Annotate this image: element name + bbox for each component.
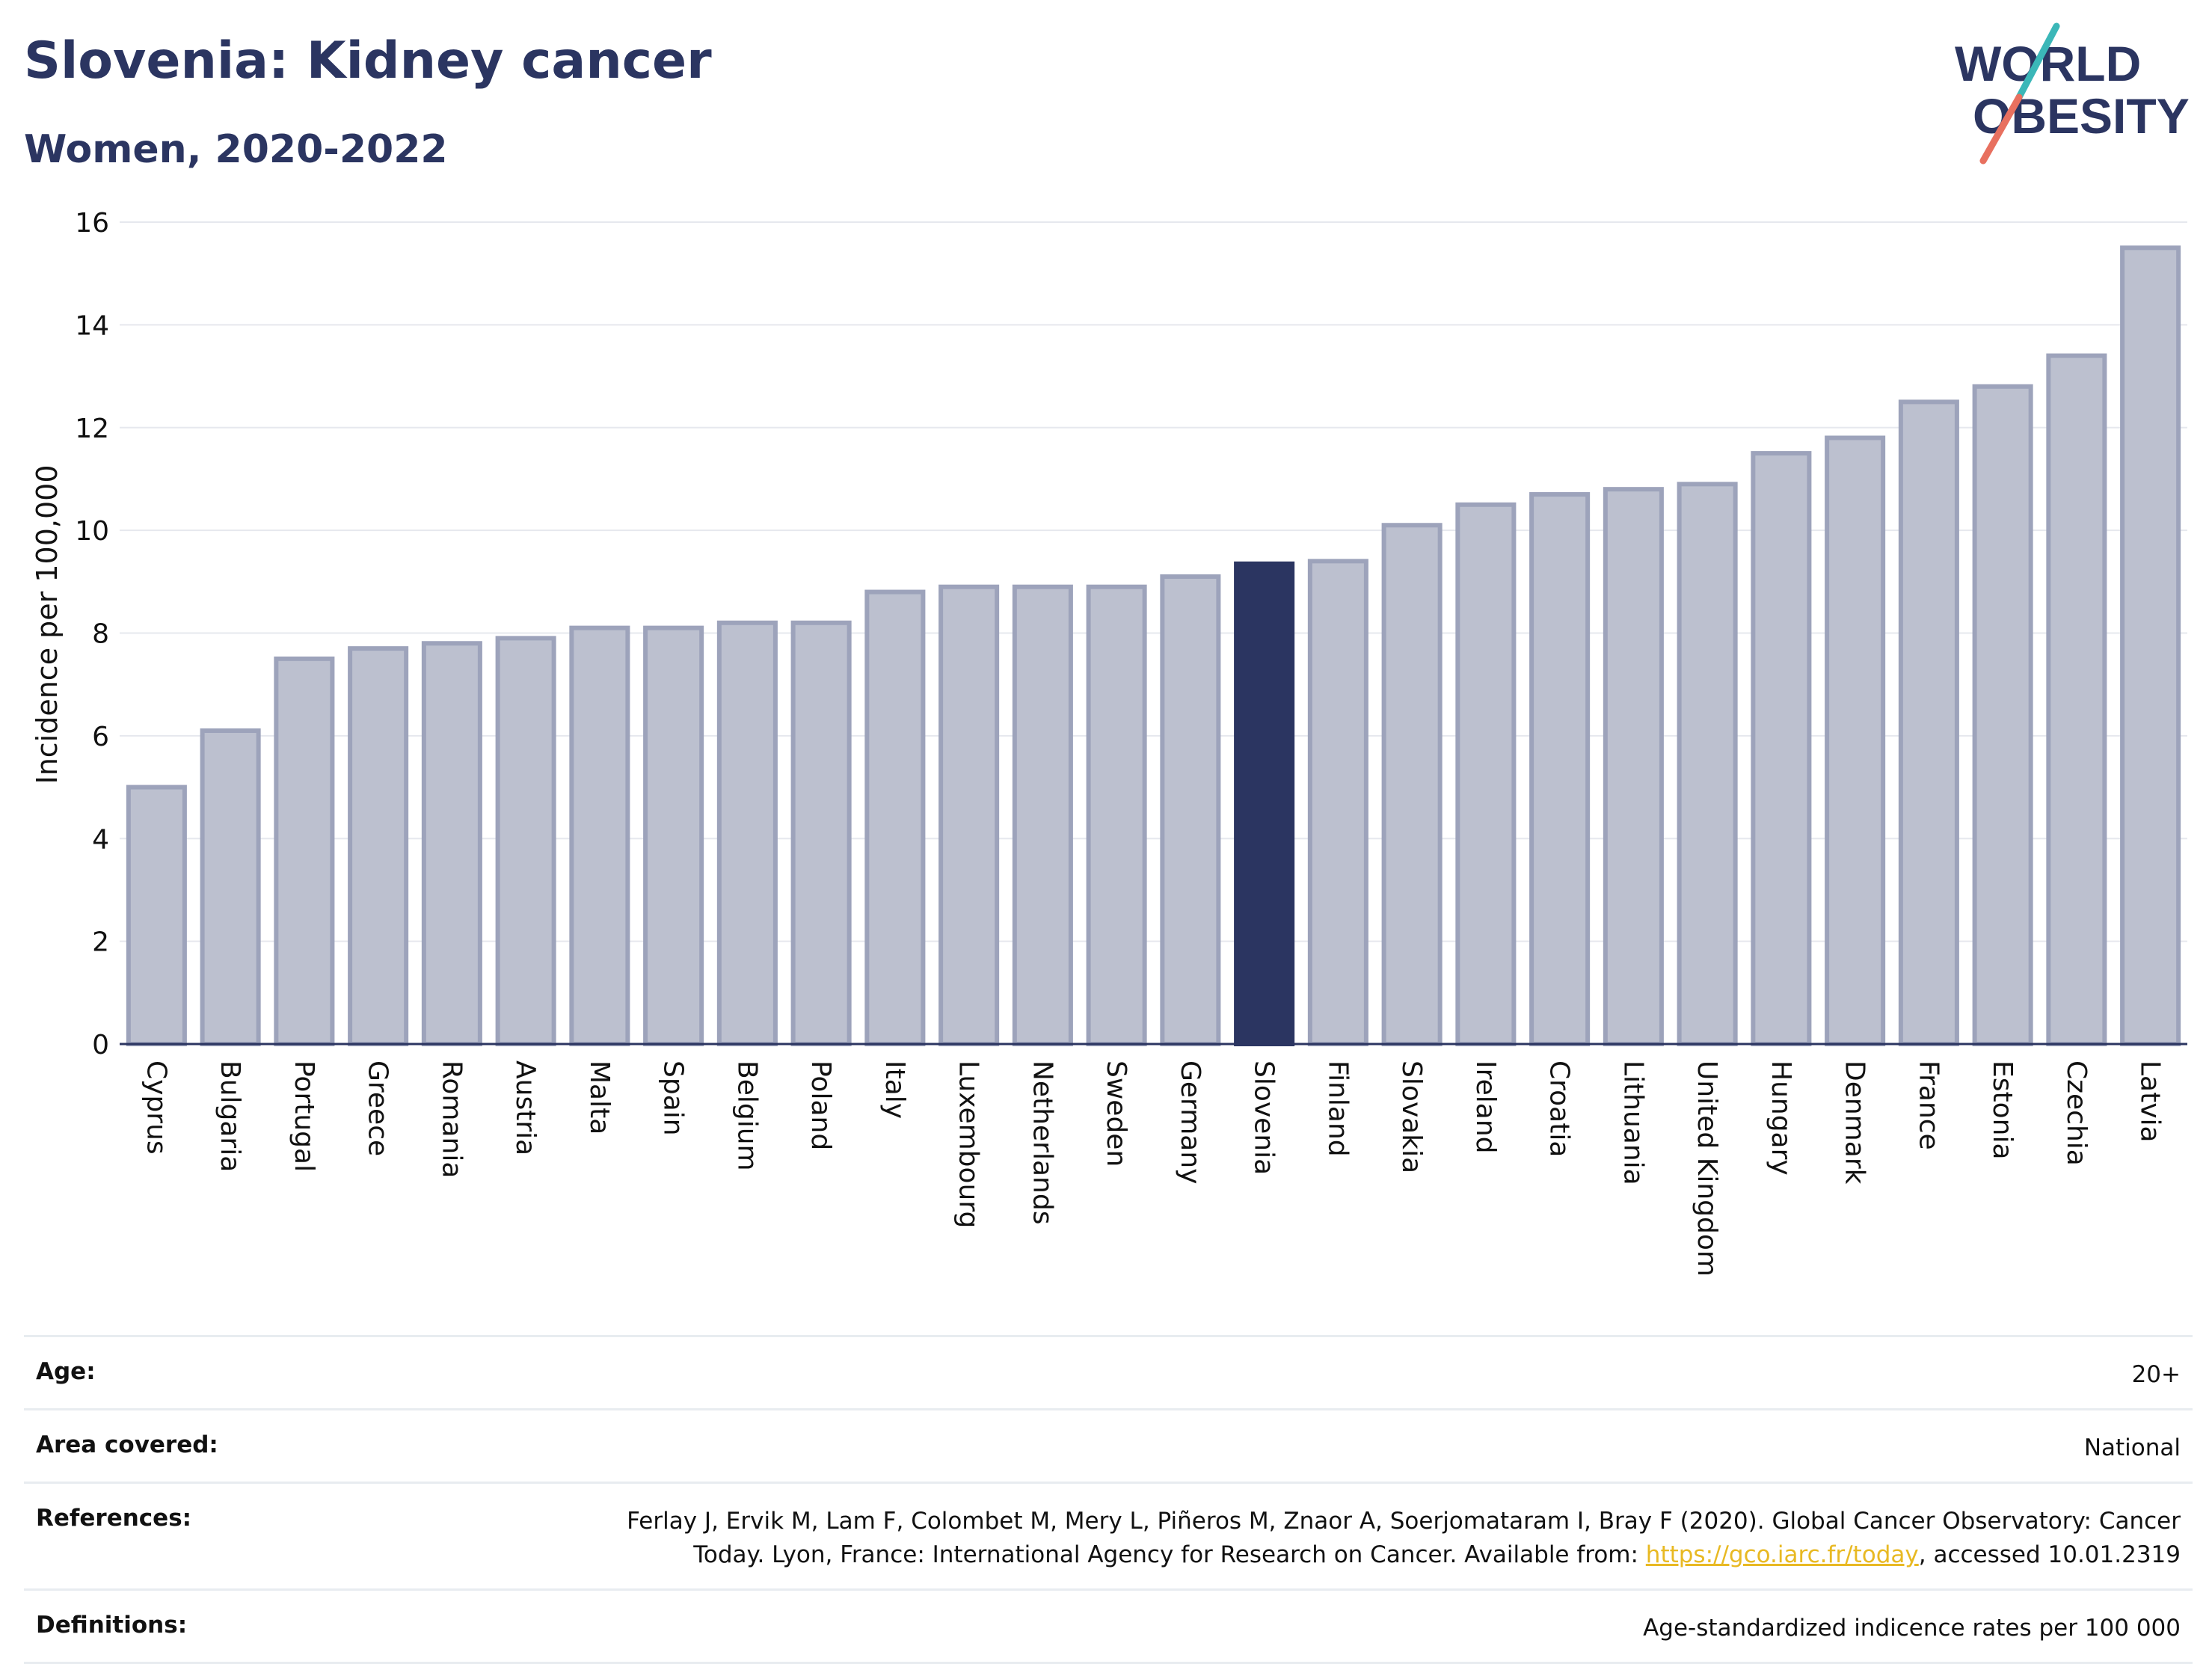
world-obesity-logo: WORLD OBESITY <box>1955 22 2190 165</box>
bar-poland <box>790 620 852 1046</box>
x-tick-label: Malta <box>584 1060 615 1135</box>
x-tick-label: Ireland <box>1470 1060 1501 1154</box>
x-tick-label: Netherlands <box>1027 1060 1057 1224</box>
bar-finland <box>1307 559 1368 1046</box>
bar-romania <box>421 641 482 1046</box>
info-row-definitions: Definitions: Age-standardized indicence … <box>24 1588 2193 1664</box>
age-value: 20+ <box>2131 1361 2181 1388</box>
x-tick-label: Croatia <box>1544 1060 1575 1157</box>
x-tick-label: Finland <box>1322 1060 1353 1157</box>
bar-slovakia <box>1381 523 1443 1046</box>
info-row-references: References: Ferlay J, Ervik M, Lam F, Co… <box>24 1481 2193 1588</box>
age-label: Age: <box>36 1358 96 1385</box>
bar-czechia <box>2046 353 2107 1046</box>
area-label: Area covered: <box>36 1431 218 1458</box>
x-tick-label: Belgium <box>731 1060 762 1171</box>
x-tick-label: Austria <box>510 1060 541 1155</box>
references-line2-post: , accessed 10.01.2319 <box>1918 1541 2181 1568</box>
y-tick-label: 0 <box>92 1030 109 1060</box>
bar-belgium <box>716 620 778 1046</box>
x-tick-label: Romania <box>436 1060 467 1178</box>
x-tick-label: United Kingdom <box>1692 1060 1722 1277</box>
x-tick-label: Spain <box>658 1060 689 1136</box>
x-tick-label: France <box>1913 1060 1944 1150</box>
logo-slash-bottom <box>1979 93 2023 165</box>
y-tick-label: 16 <box>75 208 109 239</box>
x-tick-label: Cyprus <box>141 1060 171 1155</box>
bar-estonia <box>1972 384 2033 1046</box>
logo-slash-top <box>2015 22 2060 101</box>
references-link[interactable]: https://gco.iarc.fr/today <box>1645 1541 1919 1568</box>
x-tick-label: Latvia <box>2135 1060 2166 1143</box>
x-tick-label: Bulgaria <box>215 1060 245 1172</box>
x-tick-label: Germany <box>1175 1060 1205 1184</box>
x-tick-label: Czechia <box>2061 1060 2092 1166</box>
definitions-label: Definitions: <box>36 1611 188 1639</box>
x-tick-label: Greece <box>363 1060 393 1156</box>
bars <box>126 245 2181 1046</box>
bar-united-kingdom <box>1677 482 1738 1046</box>
bar-luxembourg <box>938 584 1000 1046</box>
references-label: References: <box>36 1504 192 1532</box>
x-tick-label: Denmark <box>1840 1060 1870 1185</box>
bar-hungary <box>1751 451 1812 1046</box>
y-tick-label: 14 <box>75 310 109 341</box>
y-tick-label: 8 <box>92 619 109 650</box>
x-tick-label: Luxembourg <box>953 1060 984 1228</box>
bar-malta <box>569 625 630 1046</box>
x-tick-label: Estonia <box>1987 1060 2018 1160</box>
page-subtitle: Women, 2020-2022 <box>24 127 448 172</box>
x-tick-label: Slovenia <box>1249 1060 1279 1175</box>
info-row-area: Area covered: National <box>24 1407 2193 1482</box>
area-value: National <box>2083 1434 2181 1461</box>
bar-germany <box>1160 574 1221 1046</box>
y-axis-label: Incidence per 100,000 <box>31 464 64 784</box>
bar-france <box>1898 399 1959 1046</box>
x-tick-label: Sweden <box>1101 1060 1131 1167</box>
definitions-value: Age-standardized indicence rates per 100… <box>1643 1614 2181 1642</box>
bar-austria <box>495 636 556 1046</box>
references-line1: Ferlay J, Ervik M, Lam F, Colombet M, Me… <box>627 1507 2181 1535</box>
x-tick-label: Lithuania <box>1617 1060 1648 1185</box>
x-tick-label: Poland <box>805 1060 836 1150</box>
y-tick-label: 12 <box>75 414 109 444</box>
bar-italy <box>864 589 926 1046</box>
bar-lithuania <box>1603 487 1664 1046</box>
bar-ireland <box>1455 502 1517 1046</box>
bar-sweden <box>1086 584 1147 1046</box>
bar-greece <box>348 646 409 1046</box>
bar-cyprus <box>126 785 187 1046</box>
x-tick-label: Italy <box>879 1060 910 1119</box>
bar-denmark <box>1825 435 1886 1046</box>
bar-spain <box>643 625 704 1046</box>
info-table: Age: 20+ Area covered: National Referenc… <box>24 1335 2193 1664</box>
x-tick-label: Hungary <box>1766 1060 1796 1176</box>
references-value: Ferlay J, Ervik M, Lam F, Colombet M, Me… <box>627 1505 2181 1572</box>
y-tick-label: 2 <box>92 927 109 958</box>
bar-netherlands <box>1012 584 1073 1046</box>
axes: 0 2 4 6 8 10 12 14 16 Cyprus Bulgaria Portugal Greec… <box>75 208 2187 1277</box>
x-tick-label: Slovakia <box>1396 1060 1427 1173</box>
references-line2-pre: Today. Lyon, France: International Agenc… <box>693 1541 1646 1568</box>
y-tick-label: 4 <box>92 824 109 855</box>
bar-slovenia <box>1234 561 1295 1046</box>
bar-latvia <box>2120 245 2181 1046</box>
bar-chart: 0 2 4 6 8 10 12 14 16 Cyprus Bulgaria Portugal Greec… <box>31 208 2187 1277</box>
bar-bulgaria <box>200 728 261 1046</box>
bar-croatia <box>1529 492 1591 1046</box>
x-tick-label: Portugal <box>289 1060 319 1172</box>
info-row-age: Age: 20+ <box>24 1335 2193 1408</box>
bar-portugal <box>274 656 335 1046</box>
y-tick-label: 10 <box>75 516 109 547</box>
page-title: Slovenia: Kidney cancer <box>24 31 712 90</box>
y-tick-label: 6 <box>92 722 109 752</box>
